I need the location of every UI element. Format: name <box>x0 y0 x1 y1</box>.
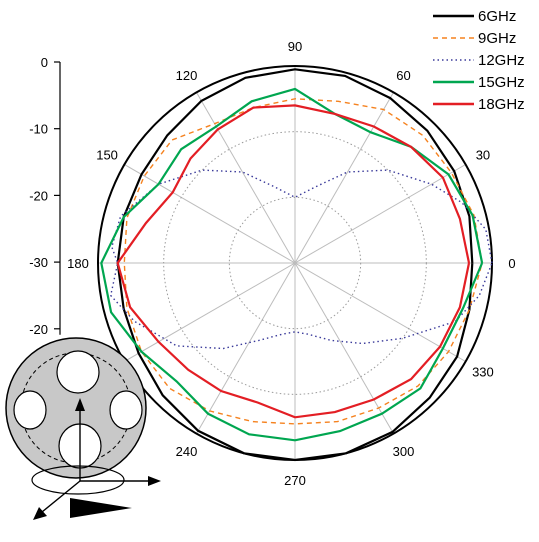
aperture-left <box>13 390 47 430</box>
legend-label: 9GHz <box>478 30 516 47</box>
radial-tick-label: -20 <box>29 322 48 337</box>
grid-circle <box>228 196 362 330</box>
angle-label: 30 <box>476 148 490 163</box>
legend-label: 12GHz <box>478 52 525 69</box>
radial-tick-label: -10 <box>29 122 48 137</box>
radial-axis: 0 -10 -20 -30 -20 <box>29 55 61 337</box>
angle-label: 180 <box>67 256 89 271</box>
angle-label: 330 <box>472 365 494 380</box>
legend-label: 15GHz <box>478 74 525 91</box>
axis-diag <box>41 480 81 513</box>
radial-tick-label: -20 <box>29 188 48 203</box>
radial-tick-label: -30 <box>29 255 48 270</box>
axis-up-arrowhead <box>75 398 85 411</box>
axis-right-arrowhead <box>148 476 161 486</box>
angle-label: 90 <box>288 39 302 54</box>
grid-circle <box>163 131 427 395</box>
aperture-top <box>56 350 100 394</box>
series-line-18GHz <box>116 104 471 419</box>
angle-label: 150 <box>96 148 118 163</box>
angle-label: 300 <box>393 444 415 459</box>
angle-label: 120 <box>176 68 198 83</box>
angle-label: 60 <box>396 68 410 83</box>
series-line-15GHz <box>100 87 484 442</box>
antenna-disc <box>5 337 147 479</box>
angle-label: 0 <box>508 256 515 271</box>
antenna-diagram <box>5 337 161 520</box>
angular-tick-labels: 0 30 60 90 120 150 180 240 270 300 330 <box>67 39 515 488</box>
angle-label: 270 <box>284 473 306 488</box>
series-line-9GHz <box>123 98 483 425</box>
rotation-ellipse <box>31 465 125 495</box>
angle-label: 240 <box>176 444 198 459</box>
polarization-arrow <box>70 498 132 518</box>
polar-grid <box>97 65 493 461</box>
radial-tick-label: 0 <box>41 55 48 70</box>
series-layer <box>100 68 493 462</box>
legend-label: 6GHz <box>478 8 516 25</box>
legend: 6GHz 9GHz 12GHz 15GHz 18GHz <box>433 8 525 113</box>
legend-label: 18GHz <box>478 96 525 113</box>
axis-diag-arrowhead <box>33 507 47 520</box>
aperture-right <box>109 390 143 430</box>
